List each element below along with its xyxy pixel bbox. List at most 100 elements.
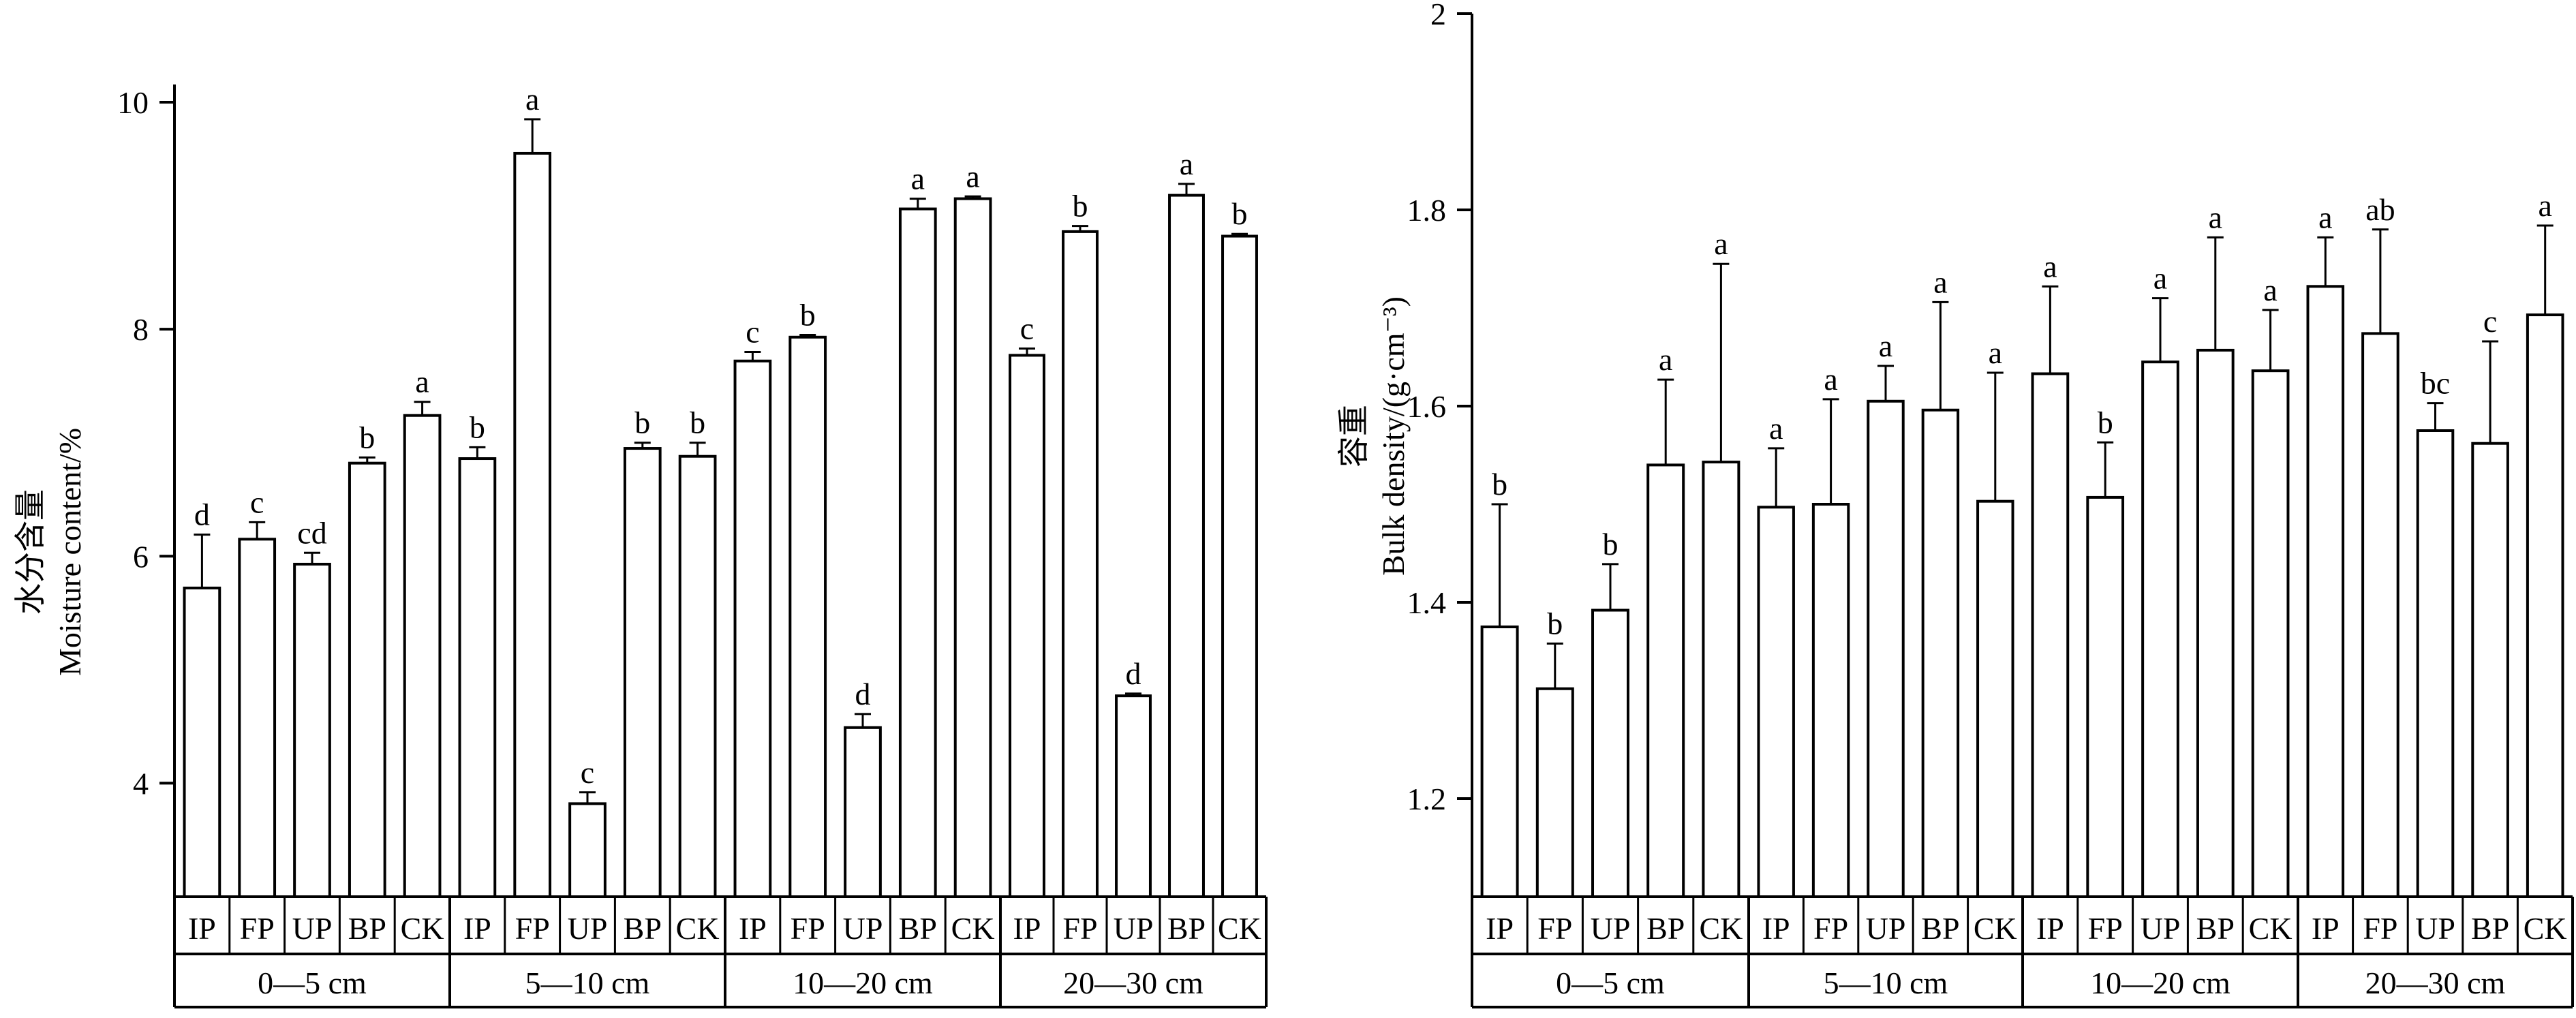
bar xyxy=(1867,399,1905,898)
bar xyxy=(844,726,882,899)
bar xyxy=(348,461,386,898)
bar xyxy=(788,335,827,898)
bar xyxy=(1921,408,1960,898)
treatment-label: FP xyxy=(515,911,550,946)
bar xyxy=(2306,285,2345,898)
bar xyxy=(1811,503,1850,898)
treatment-label: FP xyxy=(791,911,825,946)
significance-letter: a xyxy=(911,161,925,196)
significance-letter: b xyxy=(1232,196,1248,231)
group-label: 20—30 cm xyxy=(2365,966,2506,1000)
y-axis-title-en: Moisture content/% xyxy=(52,428,87,676)
significance-letter: a xyxy=(2209,200,2222,234)
group-label: 10—20 cm xyxy=(793,966,933,1000)
y-tick-label: 2 xyxy=(1430,0,1446,31)
treatment-label: BP xyxy=(899,911,937,946)
group-label: 0—5 cm xyxy=(258,966,367,1000)
y-tick-label: 4 xyxy=(133,766,149,801)
group-label: 10—20 cm xyxy=(2090,966,2230,1000)
significance-letter: d xyxy=(855,677,871,711)
bar xyxy=(1535,687,1574,898)
bar xyxy=(2416,429,2455,898)
significance-letter: b xyxy=(2098,405,2113,439)
bar xyxy=(1591,608,1629,899)
bar xyxy=(1221,234,1258,899)
significance-letter: a xyxy=(525,82,539,117)
treatment-label: CK xyxy=(1218,911,1261,946)
significance-letter: b xyxy=(690,405,705,440)
significance-letter: a xyxy=(2043,249,2057,283)
treatment-label: BP xyxy=(2471,911,2509,946)
bar xyxy=(1757,506,1795,898)
bar xyxy=(1115,694,1152,898)
treatment-label: UP xyxy=(292,911,333,946)
bar xyxy=(403,414,442,898)
significance-letter: b xyxy=(1492,467,1507,502)
bar xyxy=(513,151,552,898)
significance-letter: a xyxy=(2538,188,2551,223)
treatment-label: FP xyxy=(240,911,275,946)
bar xyxy=(1062,230,1099,898)
bar xyxy=(1480,626,1519,898)
bar xyxy=(2526,313,2564,898)
bar xyxy=(2251,369,2290,898)
bar xyxy=(1009,354,1045,898)
bar xyxy=(623,447,662,898)
treatment-label: IP xyxy=(2036,911,2064,946)
treatment-label: IP xyxy=(1486,911,1514,946)
significance-letter: d xyxy=(194,497,210,532)
treatment-label: FP xyxy=(2363,911,2397,946)
significance-letter: b xyxy=(1073,189,1088,223)
bar xyxy=(1702,461,1741,898)
treatment-label: FP xyxy=(1813,911,1848,946)
bar xyxy=(953,197,992,899)
bar xyxy=(183,586,221,898)
significance-letter: a xyxy=(1989,335,2002,370)
treatment-label: IP xyxy=(2312,911,2340,946)
significance-letter: a xyxy=(1769,411,1783,446)
y-tick-label: 1.8 xyxy=(1407,193,1447,228)
treatment-label: CK xyxy=(2249,911,2293,946)
bar xyxy=(2031,372,2070,898)
significance-letter: a xyxy=(1180,146,1193,181)
bar xyxy=(733,359,772,898)
significance-letter: c xyxy=(1020,311,1034,345)
significance-letter: b xyxy=(634,405,650,440)
y-tick-label: 8 xyxy=(133,312,149,347)
treatment-label: UP xyxy=(1114,911,1154,946)
treatment-label: BP xyxy=(624,911,662,946)
significance-letter: b xyxy=(1603,527,1619,561)
treatment-label: IP xyxy=(463,911,491,946)
significance-letter: b xyxy=(800,297,816,332)
group-label: 5—10 cm xyxy=(1824,966,1948,1000)
bar xyxy=(568,802,607,898)
bar xyxy=(1976,499,2014,898)
bar xyxy=(2471,442,2509,898)
treatment-label: BP xyxy=(348,911,386,946)
treatment-label: IP xyxy=(188,911,216,946)
treatment-label: FP xyxy=(2088,911,2123,946)
significance-letter: cd xyxy=(297,515,326,550)
bar xyxy=(1646,463,1685,898)
treatment-label: BP xyxy=(1646,911,1685,946)
treatment-label: CK xyxy=(1699,911,1743,946)
group-label: 0—5 cm xyxy=(1556,966,1665,1000)
moisture-chart: 4 6 8 10 水分含量 Moisture content/% 0—5 cm IP d FP c U… xyxy=(13,82,1268,1008)
bar xyxy=(678,454,717,898)
significance-letter: a xyxy=(966,159,979,194)
significance-letter: a xyxy=(2318,200,2332,234)
y-tick-label: 1.4 xyxy=(1407,585,1447,620)
bar xyxy=(293,562,331,899)
treatment-label: CK xyxy=(401,911,444,946)
significance-letter: a xyxy=(1714,226,1728,261)
significance-letter: b xyxy=(359,420,375,454)
significance-letter: a xyxy=(1879,328,1892,363)
group-label: 5—10 cm xyxy=(525,966,650,1000)
y-tick-label: 10 xyxy=(117,85,149,120)
y-axis-title: 容重 Bulk density/(g·cm⁻³) xyxy=(1336,296,1411,576)
significance-letter: b xyxy=(470,410,485,444)
treatment-label: BP xyxy=(1921,911,1959,946)
significance-letter: a xyxy=(1824,362,1837,397)
bar xyxy=(2361,332,2399,898)
